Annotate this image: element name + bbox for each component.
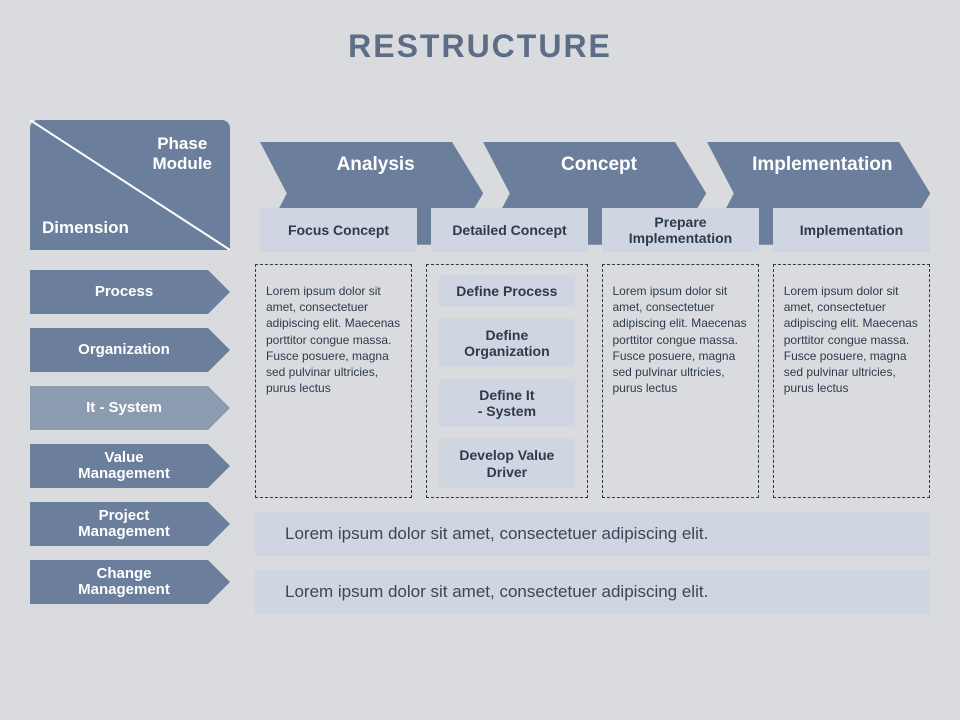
stripe-text: Lorem ipsum dolor sit amet, consectetuer… [285, 582, 708, 602]
develop-value-driver-box: Develop ValueDriver [439, 439, 574, 487]
stripe-change-management: Lorem ipsum dolor sit amet, consectetuer… [255, 570, 930, 614]
dim-label: Organization [78, 342, 170, 359]
dimension-column: Process Organization It - System ValueMa… [30, 270, 230, 604]
dim-label: ProjectManagement [78, 508, 170, 541]
corner-dimension: Dimension [42, 218, 129, 238]
define-it-system-box: Define It- System [439, 379, 574, 427]
phase-label: Implementation [744, 154, 892, 176]
subphase-label: Detailed Concept [452, 222, 566, 238]
dim-process: Process [30, 270, 230, 314]
phase-label: Analysis [329, 154, 415, 176]
panel-prepare-implementation: Lorem ipsum dolor sit amet, consectetuer… [602, 264, 759, 498]
panel-text: Lorem ipsum dolor sit amet, consectetuer… [784, 283, 919, 396]
dim-label: ValueManagement [78, 450, 170, 483]
diagram-stage: Phase Module Dimension Analysis Concept … [30, 100, 930, 690]
subphase-detailed-concept: Detailed Concept [431, 208, 588, 252]
subphase-label: PrepareImplementation [629, 214, 732, 246]
phase-concept: Concept [483, 142, 706, 188]
subphase-prepare-implementation: PrepareImplementation [602, 208, 759, 252]
page-title: RESTRUCTURE [0, 0, 960, 65]
corner-phase-line2: Module [153, 154, 213, 174]
subphase-focus-concept: Focus Concept [260, 208, 417, 252]
phase-row: Analysis Concept Implementation [260, 142, 930, 188]
corner-phase-line1: Phase [153, 134, 213, 154]
corner-phase-module: Phase Module [153, 134, 213, 173]
panel-detailed-concept: Define Process DefineOrganization Define… [426, 264, 587, 498]
dim-project-management: ProjectManagement [30, 502, 230, 546]
phase-label: Concept [553, 154, 637, 176]
phase-analysis: Analysis [260, 142, 483, 188]
stripe-project-management: Lorem ipsum dolor sit amet, consectetuer… [255, 512, 930, 556]
panel-row: Lorem ipsum dolor sit amet, consectetuer… [255, 264, 930, 498]
dim-label: Process [95, 284, 153, 301]
dim-change-management: ChangeManagement [30, 560, 230, 604]
subphase-implementation: Implementation [773, 208, 930, 252]
dim-value-management: ValueManagement [30, 444, 230, 488]
panel-implementation: Lorem ipsum dolor sit amet, consectetuer… [773, 264, 930, 498]
phase-implementation: Implementation [707, 142, 930, 188]
panel-text: Lorem ipsum dolor sit amet, consectetuer… [613, 283, 748, 396]
panel-focus-concept: Lorem ipsum dolor sit amet, consectetuer… [255, 264, 412, 498]
define-organization-box: DefineOrganization [439, 319, 574, 367]
dim-it-system: It - System [30, 386, 230, 430]
subphase-row: Focus Concept Detailed Concept PrepareIm… [260, 208, 930, 252]
corner-header: Phase Module Dimension [30, 120, 230, 250]
define-process-box: Define Process [439, 275, 574, 307]
panel-text: Lorem ipsum dolor sit amet, consectetuer… [266, 283, 401, 396]
define-boxes: Define Process DefineOrganization Define… [439, 275, 574, 488]
dim-label: ChangeManagement [78, 566, 170, 599]
dim-organization: Organization [30, 328, 230, 372]
dim-label: It - System [86, 400, 162, 417]
stripe-text: Lorem ipsum dolor sit amet, consectetuer… [285, 524, 708, 544]
